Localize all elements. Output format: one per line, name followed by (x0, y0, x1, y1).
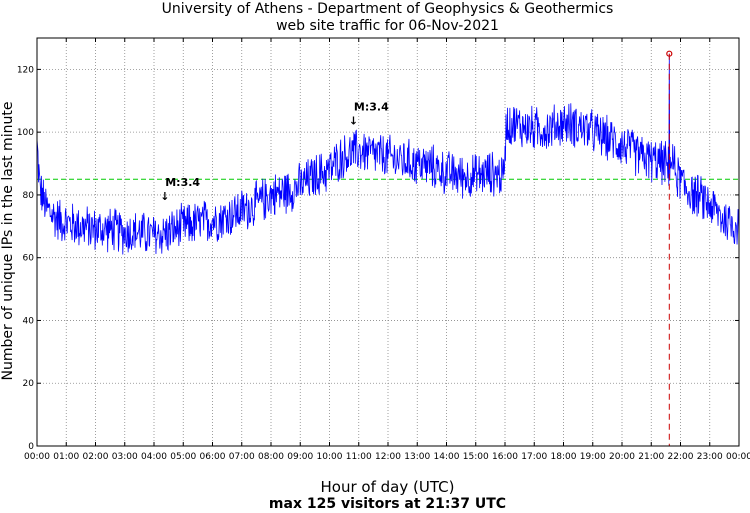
x-tick-label: 22:00 (668, 452, 694, 462)
y-tick-label: 40 (23, 316, 35, 326)
earthquake-annotation-label: M:3.4 (165, 176, 200, 189)
series-group (36, 53, 740, 255)
x-tick-label: 00:00 (24, 452, 50, 462)
y-tick-label: 0 (28, 442, 34, 452)
x-tick-label: 17:00 (521, 452, 547, 462)
x-tick-label: 01:00 (53, 452, 79, 462)
x-tick-label: 11:00 (346, 452, 372, 462)
x-tick-label: 18:00 (551, 452, 577, 462)
x-axis-label: Hour of day (UTC) (320, 478, 455, 496)
x-tick-label: 10:00 (317, 452, 343, 462)
y-tick-label: 120 (17, 65, 34, 75)
down-arrow-icon: ↓ (160, 190, 169, 203)
traffic-series-line (36, 53, 740, 255)
x-tick-label: 04:00 (141, 452, 167, 462)
x-tick-label: 00:00 (726, 452, 750, 462)
x-tick-label: 08:00 (258, 452, 284, 462)
x-tick-label: 20:00 (609, 452, 635, 462)
x-tick-label: 19:00 (580, 452, 606, 462)
x-tick-label: 03:00 (112, 452, 138, 462)
x-tick-label: 09:00 (287, 452, 313, 462)
chart-title: University of Athens - Department of Geo… (161, 1, 614, 17)
x-tick-label: 21:00 (638, 452, 664, 462)
axes (36, 37, 740, 447)
earthquake-annotation-label: M:3.4 (354, 101, 389, 114)
x-tick-label: 13:00 (404, 452, 430, 462)
annotations: M:3.4↓M:3.4↓ (160, 101, 389, 203)
grid-lines (37, 38, 739, 446)
y-tick-label: 20 (23, 379, 35, 389)
tick-labels: 00:00 01:00 02:00 03:00 04:00 05:00 06:00 07:00… (17, 65, 750, 462)
x-tick-label: 14:00 (434, 452, 460, 462)
x-tick-label: 06:00 (200, 452, 226, 462)
max-point-marker (666, 50, 673, 57)
x-tick-label: 23:00 (697, 452, 723, 462)
max-visitors-caption: max 125 visitors at 21:37 UTC (268, 496, 507, 512)
max-marker-group (666, 50, 673, 446)
y-tick-label: 100 (17, 128, 34, 138)
y-tick-label: 80 (23, 191, 35, 201)
y-tick-label: 60 (23, 254, 35, 264)
x-tick-label: 02:00 (83, 452, 109, 462)
x-tick-label: 16:00 (492, 452, 518, 462)
x-tick-label: 07:00 (229, 452, 255, 462)
x-tick-label: 15:00 (463, 452, 489, 462)
x-tick-label: 12:00 (375, 452, 401, 462)
x-tick-label: 05:00 (170, 452, 196, 462)
down-arrow-icon: ↓ (349, 115, 358, 128)
chart-subtitle: web site traffic for 06-Nov-2021 (276, 18, 499, 34)
